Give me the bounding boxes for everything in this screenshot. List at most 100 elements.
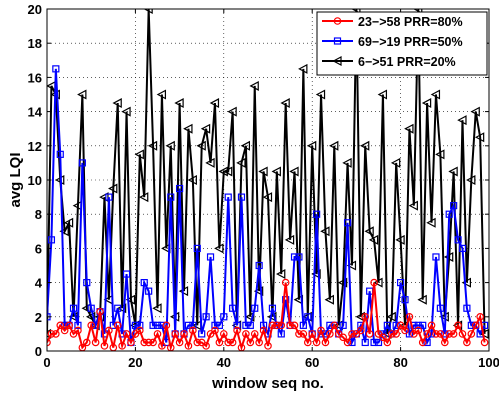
data-point	[299, 330, 308, 338]
data-point	[162, 321, 171, 330]
data-point	[189, 326, 197, 335]
data-point	[206, 253, 215, 261]
legend-marker-1	[322, 37, 353, 45]
legend-symbol	[333, 37, 342, 45]
data-point	[441, 330, 449, 338]
y-tick-label: 2	[35, 310, 42, 325]
data-point	[445, 210, 453, 218]
data-point	[246, 338, 255, 347]
data-point	[436, 304, 444, 312]
data-point	[370, 338, 378, 347]
data-point	[295, 330, 303, 338]
data-point	[280, 98, 290, 109]
data-point	[143, 9, 153, 14]
data-point	[193, 338, 202, 347]
data-point	[187, 175, 197, 185]
series-layer	[47, 9, 489, 351]
data-point	[236, 157, 246, 168]
data-point	[202, 342, 210, 350]
data-point	[284, 234, 295, 245]
data-point	[242, 330, 250, 338]
x-tick-label: 40	[217, 355, 231, 370]
legend-box	[316, 11, 488, 76]
data-point	[114, 304, 122, 312]
data-point	[405, 312, 414, 321]
data-point	[346, 260, 357, 271]
data-point	[471, 321, 480, 330]
data-point	[390, 157, 401, 168]
data-point	[427, 321, 436, 330]
data-point	[304, 313, 312, 321]
data-point	[122, 270, 131, 278]
data-point	[401, 296, 409, 304]
data-point	[286, 321, 294, 330]
data-point	[250, 330, 259, 338]
data-point	[153, 330, 162, 338]
y-tick-label: 18	[28, 36, 42, 51]
data-point	[317, 326, 325, 335]
y-tick-label: 16	[28, 70, 42, 85]
data-point	[245, 311, 255, 322]
data-point	[271, 166, 281, 177]
data-point	[273, 321, 281, 330]
data-point	[109, 321, 117, 329]
data-point	[87, 321, 96, 330]
data-point	[56, 150, 64, 158]
data-point	[365, 330, 374, 338]
data-point	[396, 321, 405, 330]
data-point	[436, 330, 445, 338]
data-point	[47, 338, 51, 347]
data-point	[339, 333, 347, 342]
y-tick-label: 12	[28, 139, 42, 154]
data-point	[404, 123, 414, 134]
data-point	[313, 210, 321, 218]
data-point	[387, 330, 396, 338]
x-tick-label: 20	[128, 355, 142, 370]
data-point	[196, 140, 206, 151]
data-point	[383, 338, 392, 347]
data-point	[220, 330, 228, 338]
data-point	[303, 338, 312, 347]
data-point	[156, 89, 167, 100]
data-point	[458, 244, 467, 252]
data-point	[78, 159, 86, 167]
data-point	[480, 338, 489, 347]
data-point	[175, 338, 184, 347]
data-point	[348, 338, 356, 347]
data-point	[47, 236, 56, 244]
data-point	[418, 338, 427, 347]
data-point	[476, 312, 484, 321]
data-point	[167, 193, 175, 201]
data-point	[149, 321, 157, 329]
data-point	[401, 326, 409, 335]
data-point	[277, 321, 286, 330]
data-point	[255, 338, 263, 347]
series-line-1	[47, 68, 486, 347]
x-axis-label: window seq no.	[211, 375, 324, 392]
data-point	[368, 234, 379, 245]
x-tick-label: 80	[393, 355, 407, 370]
data-point	[329, 140, 339, 151]
data-point	[240, 140, 250, 151]
data-point	[233, 326, 241, 335]
data-point	[392, 330, 400, 338]
data-point	[108, 183, 118, 194]
data-point	[77, 89, 87, 100]
data-point	[56, 321, 65, 330]
data-point	[467, 330, 476, 338]
data-point	[74, 326, 82, 335]
data-point	[430, 89, 441, 100]
data-point	[251, 304, 259, 312]
data-point	[321, 338, 330, 347]
data-point	[308, 330, 317, 338]
data-point	[113, 321, 122, 330]
data-point	[289, 166, 299, 177]
data-point	[184, 342, 193, 350]
data-point	[414, 321, 422, 329]
data-point	[315, 89, 326, 100]
data-point	[153, 321, 162, 329]
data-point	[193, 244, 201, 252]
data-point	[171, 330, 179, 338]
data-point	[435, 149, 445, 160]
data-point	[158, 321, 166, 329]
